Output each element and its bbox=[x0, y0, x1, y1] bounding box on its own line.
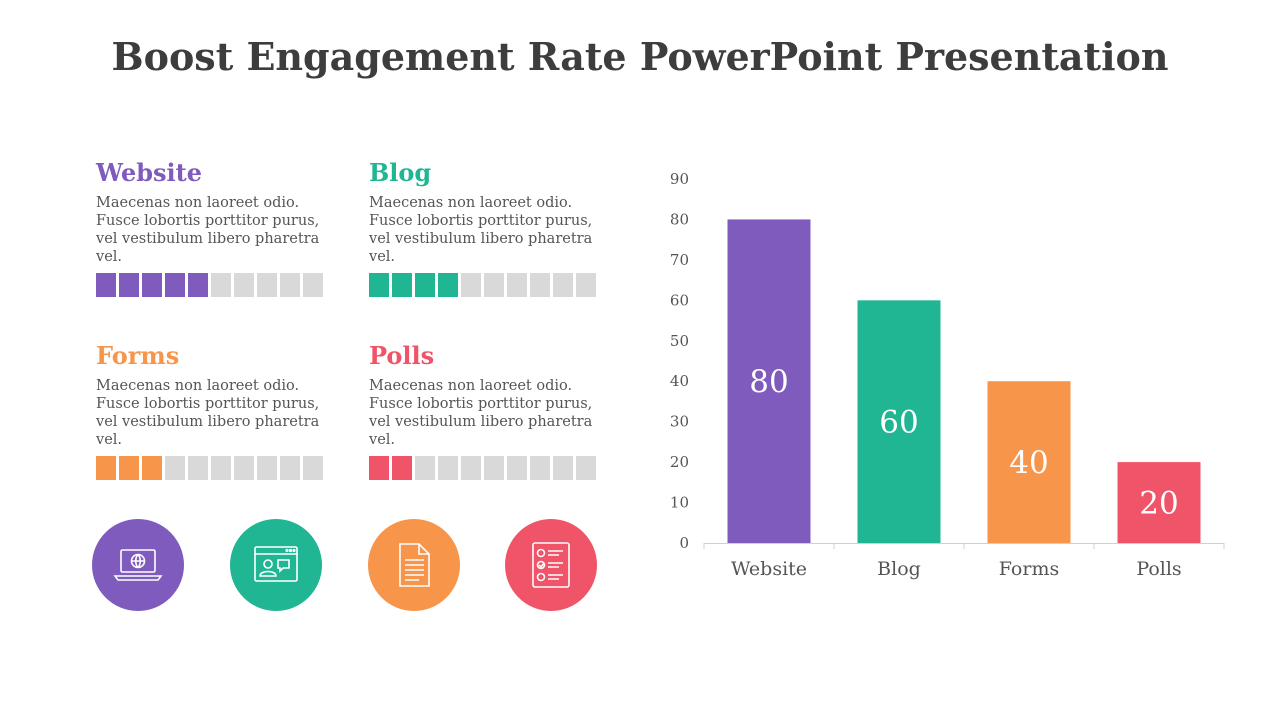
progress-segment-empty bbox=[576, 456, 596, 480]
browser-chat-icon bbox=[230, 519, 322, 611]
x-tick-label: Blog bbox=[877, 558, 921, 580]
progress-segment-empty bbox=[303, 456, 323, 480]
y-tick-label: 30 bbox=[670, 413, 689, 431]
progress-segment-empty bbox=[188, 456, 208, 480]
progress-segment-filled bbox=[119, 456, 139, 480]
progress-segment-empty bbox=[165, 456, 185, 480]
card-description: Maecenas non laoreet odio. Fusce loborti… bbox=[96, 378, 320, 448]
card-description: Maecenas non laoreet odio. Fusce loborti… bbox=[369, 378, 593, 448]
card-heading: Polls bbox=[369, 341, 435, 370]
progress-segment-empty bbox=[553, 273, 573, 297]
progress-segment-filled bbox=[392, 273, 412, 297]
progress-segment-empty bbox=[553, 456, 573, 480]
card-heading: Website bbox=[96, 158, 203, 187]
progress-meter bbox=[96, 273, 323, 297]
progress-segment-empty bbox=[257, 456, 277, 480]
progress-segment-filled bbox=[142, 273, 162, 297]
y-tick-label: 50 bbox=[670, 332, 689, 350]
progress-segment-empty bbox=[211, 273, 231, 297]
progress-segment-filled bbox=[165, 273, 185, 297]
y-tick-label: 10 bbox=[670, 494, 689, 512]
laptop-globe-icon bbox=[92, 519, 184, 611]
polls-card: Polls Maecenas non laoreet odio. Fusce l… bbox=[369, 341, 609, 480]
data-label: 20 bbox=[1139, 486, 1178, 522]
progress-segment-filled bbox=[96, 456, 116, 480]
progress-segment-filled bbox=[96, 273, 116, 297]
bar-polls bbox=[1117, 462, 1201, 543]
progress-segment-empty bbox=[461, 456, 481, 480]
progress-segment-empty bbox=[484, 456, 504, 480]
data-label: 80 bbox=[749, 364, 788, 400]
progress-segment-empty bbox=[234, 273, 254, 297]
website-card: Website Maecenas non laoreet odio. Fusce… bbox=[96, 158, 336, 297]
progress-segment-filled bbox=[369, 273, 389, 297]
data-label: 40 bbox=[1009, 445, 1048, 481]
progress-segment-empty bbox=[438, 456, 458, 480]
progress-segment-empty bbox=[507, 456, 527, 480]
progress-meter bbox=[369, 456, 596, 480]
card-heading: Blog bbox=[369, 158, 432, 187]
card-description: Maecenas non laoreet odio. Fusce loborti… bbox=[96, 195, 320, 265]
y-tick-label: 0 bbox=[679, 534, 689, 552]
bar-chart: 0 10 20 30 40 50 60 70 80 90 80 Website 60 Blog 40 Form… bbox=[670, 170, 1225, 580]
progress-segment-empty bbox=[280, 273, 300, 297]
progress-segment-empty bbox=[461, 273, 481, 297]
progress-segment-empty bbox=[507, 273, 527, 297]
progress-segment-empty bbox=[576, 273, 596, 297]
progress-segment-empty bbox=[530, 273, 550, 297]
card-heading: Forms bbox=[96, 341, 180, 370]
y-tick-label: 40 bbox=[670, 372, 689, 390]
progress-segment-filled bbox=[188, 273, 208, 297]
y-tick-label: 60 bbox=[670, 291, 689, 309]
progress-segment-empty bbox=[234, 456, 254, 480]
y-tick-label: 90 bbox=[670, 170, 689, 188]
page-title: Boost Engagement Rate PowerPoint Present… bbox=[111, 34, 1169, 79]
progress-segment-filled bbox=[142, 456, 162, 480]
checklist-icon bbox=[505, 519, 597, 611]
progress-segment-filled bbox=[119, 273, 139, 297]
y-tick-label: 80 bbox=[670, 210, 689, 228]
progress-segment-empty bbox=[484, 273, 504, 297]
bar-website bbox=[727, 219, 811, 543]
progress-segment-empty bbox=[415, 456, 435, 480]
progress-meter bbox=[96, 456, 323, 480]
progress-segment-filled bbox=[438, 273, 458, 297]
progress-segment-empty bbox=[303, 273, 323, 297]
x-tick-label: Website bbox=[731, 558, 807, 580]
progress-segment-empty bbox=[257, 273, 277, 297]
document-icon bbox=[368, 519, 460, 611]
progress-segment-filled bbox=[392, 456, 412, 480]
y-tick-label: 20 bbox=[670, 453, 689, 471]
progress-segment-empty bbox=[280, 456, 300, 480]
progress-segment-filled bbox=[369, 456, 389, 480]
data-label: 60 bbox=[879, 405, 918, 441]
progress-segment-filled bbox=[415, 273, 435, 297]
blog-card: Blog Maecenas non laoreet odio. Fusce lo… bbox=[369, 158, 609, 297]
bar-blog bbox=[857, 300, 941, 543]
x-tick-label: Forms bbox=[999, 558, 1059, 580]
progress-segment-empty bbox=[530, 456, 550, 480]
bar-forms bbox=[987, 381, 1071, 543]
card-description: Maecenas non laoreet odio. Fusce loborti… bbox=[369, 195, 593, 265]
x-tick-label: Polls bbox=[1136, 558, 1181, 580]
progress-segment-empty bbox=[211, 456, 231, 480]
progress-meter bbox=[369, 273, 596, 297]
forms-card: Forms Maecenas non laoreet odio. Fusce l… bbox=[96, 341, 336, 480]
y-tick-label: 70 bbox=[670, 251, 689, 269]
